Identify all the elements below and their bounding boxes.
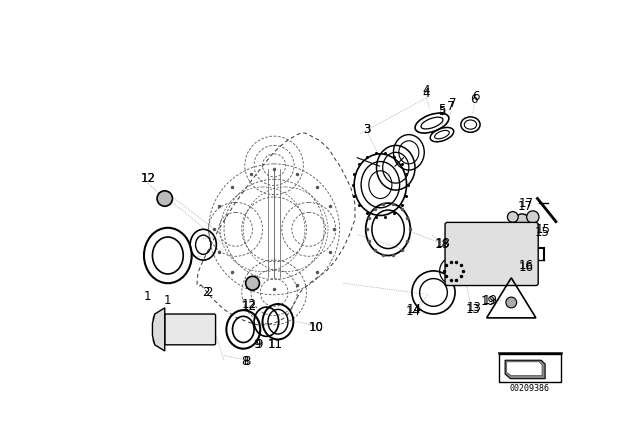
Text: 6: 6: [472, 90, 479, 103]
Text: 7: 7: [449, 97, 456, 110]
Text: 16: 16: [519, 261, 534, 274]
Text: 16: 16: [519, 259, 534, 272]
Polygon shape: [507, 362, 542, 375]
Text: 17: 17: [518, 200, 532, 213]
Text: 19: 19: [481, 295, 495, 308]
Text: 13: 13: [467, 302, 482, 314]
Text: 10: 10: [309, 321, 324, 334]
Text: 8: 8: [243, 355, 251, 368]
Text: 11: 11: [268, 338, 283, 351]
Text: 13: 13: [465, 303, 480, 316]
Polygon shape: [152, 308, 164, 351]
Bar: [499, 354, 561, 382]
Text: 7: 7: [447, 99, 455, 112]
Circle shape: [153, 315, 161, 323]
Text: 8: 8: [241, 355, 248, 368]
FancyBboxPatch shape: [164, 314, 216, 345]
Text: 12: 12: [140, 172, 156, 185]
Text: 3: 3: [363, 123, 370, 136]
Text: 5: 5: [438, 105, 445, 118]
Text: 5: 5: [438, 103, 445, 116]
Circle shape: [246, 276, 259, 290]
Circle shape: [153, 336, 161, 344]
Text: 4: 4: [423, 87, 430, 100]
Text: 14: 14: [405, 305, 420, 318]
Text: 1: 1: [144, 290, 152, 303]
Circle shape: [527, 211, 539, 223]
Polygon shape: [505, 360, 545, 379]
Text: 9: 9: [255, 338, 262, 351]
Text: 2: 2: [203, 286, 210, 299]
Text: 14: 14: [407, 303, 422, 316]
FancyBboxPatch shape: [445, 222, 538, 285]
Circle shape: [157, 191, 172, 206]
Text: 3: 3: [363, 123, 370, 136]
Text: 10: 10: [309, 321, 324, 334]
Circle shape: [508, 211, 518, 222]
Text: 4: 4: [423, 84, 430, 97]
Text: 9: 9: [253, 338, 261, 351]
Text: 00209386: 00209386: [509, 384, 550, 393]
Text: 15: 15: [534, 226, 550, 239]
Text: 6: 6: [470, 94, 478, 107]
Text: 11: 11: [268, 338, 283, 351]
Text: 15: 15: [536, 223, 551, 236]
Text: 17: 17: [519, 198, 534, 211]
Text: 1: 1: [164, 293, 172, 307]
Text: 12: 12: [242, 297, 257, 310]
Circle shape: [515, 214, 530, 229]
Text: 18: 18: [435, 238, 449, 251]
Circle shape: [506, 297, 516, 308]
Text: 2: 2: [205, 286, 212, 299]
Text: 12: 12: [242, 300, 257, 313]
Text: 18: 18: [436, 237, 451, 250]
Text: 19: 19: [482, 293, 497, 307]
Text: 12: 12: [140, 172, 156, 185]
